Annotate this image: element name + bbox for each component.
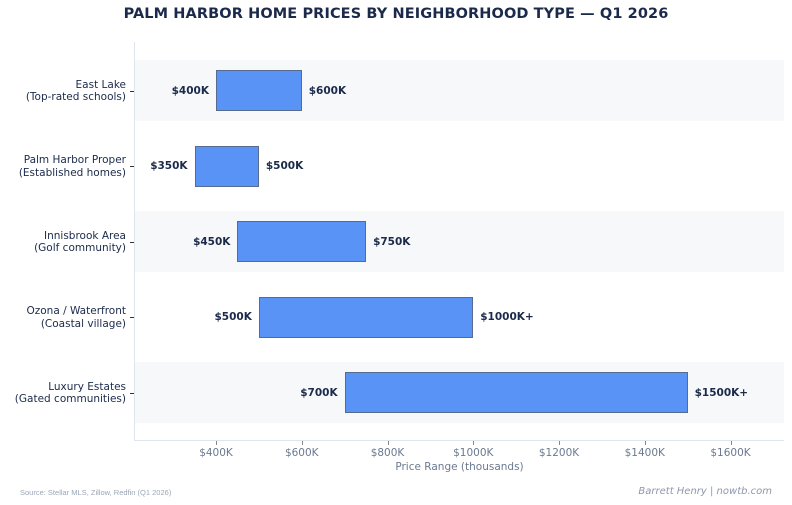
y-tick	[130, 166, 134, 167]
x-tick	[387, 441, 389, 445]
x-tick-label: $1200K	[538, 447, 580, 459]
row-band	[135, 211, 784, 272]
x-axis-line	[134, 440, 784, 441]
y-tick	[130, 317, 134, 318]
high-value-label: $600K	[308, 84, 347, 97]
y-category-label: East Lake (Top-rated schools)	[26, 79, 126, 104]
range-bar	[216, 70, 302, 111]
source-note: Source: Stellar MLS, Zillow, Redfin (Q1 …	[20, 488, 172, 497]
x-tick	[216, 441, 217, 445]
x-tick	[644, 441, 646, 445]
category-name: Luxury Estates	[48, 380, 126, 393]
x-axis-label: Price Range (thousands)	[395, 461, 524, 473]
category-subtitle: (Gated communities)	[14, 393, 126, 405]
category-name: Palm Harbor Proper	[23, 154, 126, 166]
category-name: Ozona / Waterfront	[26, 305, 126, 317]
y-category-label: Ozona / Waterfront (Coastal village)	[26, 305, 126, 330]
y-tick	[130, 241, 134, 243]
x-tick-label: $600K	[284, 447, 319, 459]
category-subtitle: (Top-rated schools)	[25, 91, 126, 103]
x-tick	[301, 441, 303, 445]
x-tick	[730, 441, 732, 445]
high-value-label: $1500K+	[694, 386, 749, 399]
chart-title: PALM HARBOR HOME PRICES BY NEIGHBORHOOD …	[123, 6, 669, 22]
low-value-label: $500K	[214, 311, 252, 323]
y-tick	[130, 90, 134, 92]
category-name: East Lake	[75, 78, 126, 91]
high-value-label: $1000K+	[480, 311, 534, 323]
x-tick-label: $1000K	[453, 447, 494, 459]
category-subtitle: (Coastal village)	[40, 317, 126, 330]
low-value-label: $400K	[171, 84, 209, 97]
credit-note: Barrett Henry | nowtb.com	[638, 486, 772, 497]
y-axis-line	[134, 42, 135, 440]
low-value-label: $700K	[300, 386, 338, 399]
high-value-label: $750K	[373, 235, 411, 248]
y-category-label: Luxury Estates (Gated communities)	[15, 381, 126, 406]
high-value-label: $500K	[265, 160, 304, 172]
category-subtitle: (Golf community)	[34, 242, 126, 254]
y-category-label: Innisbrook Area (Golf community)	[34, 230, 126, 255]
x-tick-label: $400K	[199, 447, 233, 459]
category-name: Innisbrook Area	[44, 229, 126, 242]
category-subtitle: (Established homes)	[18, 166, 126, 179]
range-bar	[194, 145, 259, 187]
range-bar	[258, 296, 474, 338]
x-tick	[473, 441, 475, 445]
x-tick-label: $1600K	[710, 447, 751, 459]
y-tick	[130, 392, 134, 394]
y-category-label: Palm Harbor Proper (Established homes)	[19, 154, 126, 179]
low-value-label: $350K	[150, 160, 188, 172]
low-value-label: $450K	[193, 235, 231, 248]
range-bar	[344, 372, 688, 413]
x-tick	[559, 441, 560, 445]
range-bar	[237, 221, 367, 262]
x-tick-label: $800K	[370, 447, 405, 459]
x-tick-label: $1400K	[624, 447, 665, 459]
